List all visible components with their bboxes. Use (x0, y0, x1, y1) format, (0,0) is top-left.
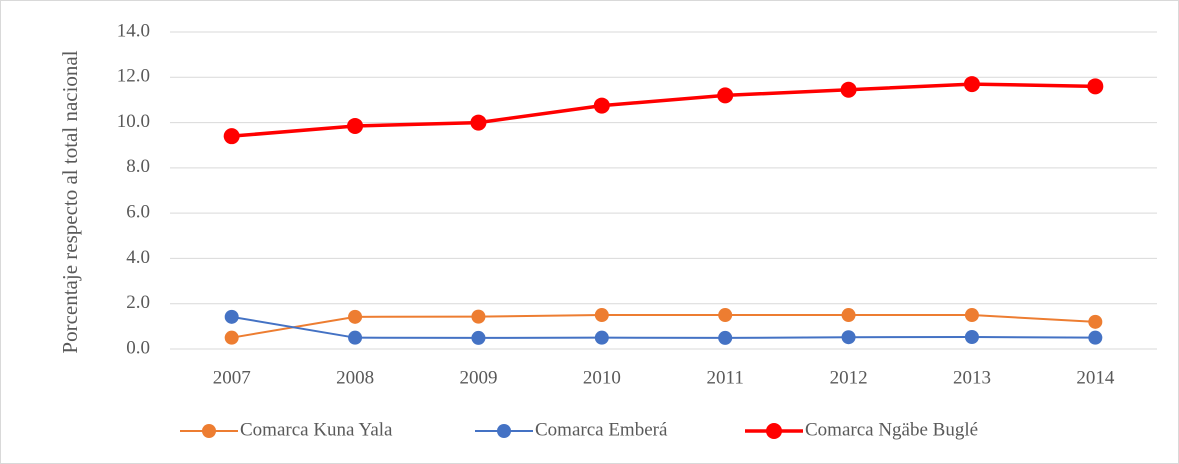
data-point (964, 308, 979, 323)
legend-marker (497, 424, 511, 438)
data-point (1088, 330, 1103, 345)
x-tick-label: 2012 (830, 367, 868, 388)
data-point (594, 330, 609, 345)
legend-label: Comarca Kuna Yala (240, 419, 393, 440)
legend-marker (202, 424, 216, 438)
data-point (963, 76, 980, 93)
data-point (841, 308, 856, 323)
data-point (964, 329, 979, 344)
x-tick-label: 2014 (1076, 367, 1115, 388)
y-tick-label: 2.0 (126, 292, 150, 313)
x-tick-label: 2010 (583, 367, 621, 388)
data-point (594, 308, 609, 323)
series-line (231, 315, 1096, 339)
data-point (224, 309, 239, 324)
y-tick-label: 4.0 (126, 247, 150, 268)
data-point (593, 97, 610, 114)
x-tick-label: 2011 (707, 367, 744, 388)
data-point (348, 330, 363, 345)
data-point (223, 128, 240, 145)
y-tick-label: 14.0 (117, 20, 150, 41)
legend-label: Comarca Ngäbe Buglé (805, 419, 978, 440)
series-line (231, 82, 1096, 138)
legend-label: Comarca Emberá (535, 419, 668, 440)
data-point (841, 330, 856, 345)
y-tick-label: 8.0 (126, 156, 150, 177)
data-point (718, 308, 733, 323)
data-point (840, 81, 857, 98)
x-tick-label: 2009 (459, 367, 497, 388)
x-tick-label: 2008 (336, 367, 374, 388)
data-point (1087, 78, 1104, 95)
data-point (717, 87, 734, 104)
y-axis-title: Porcentaje respecto al total nacional (58, 50, 82, 354)
data-point (348, 309, 363, 324)
data-point (224, 330, 239, 345)
data-point (470, 114, 487, 131)
data-point (471, 309, 486, 324)
y-tick-label: 12.0 (117, 66, 150, 87)
series-line (231, 314, 1096, 339)
x-tick-label: 2007 (213, 367, 251, 388)
data-point (347, 117, 364, 134)
y-tick-label: 0.0 (126, 337, 150, 358)
legend-marker (766, 423, 782, 439)
y-tick-label: 10.0 (117, 111, 150, 132)
x-tick-label: 2013 (953, 367, 991, 388)
y-tick-label: 6.0 (126, 202, 150, 223)
data-point (1088, 314, 1103, 329)
data-point (471, 330, 486, 345)
data-point (718, 330, 733, 345)
